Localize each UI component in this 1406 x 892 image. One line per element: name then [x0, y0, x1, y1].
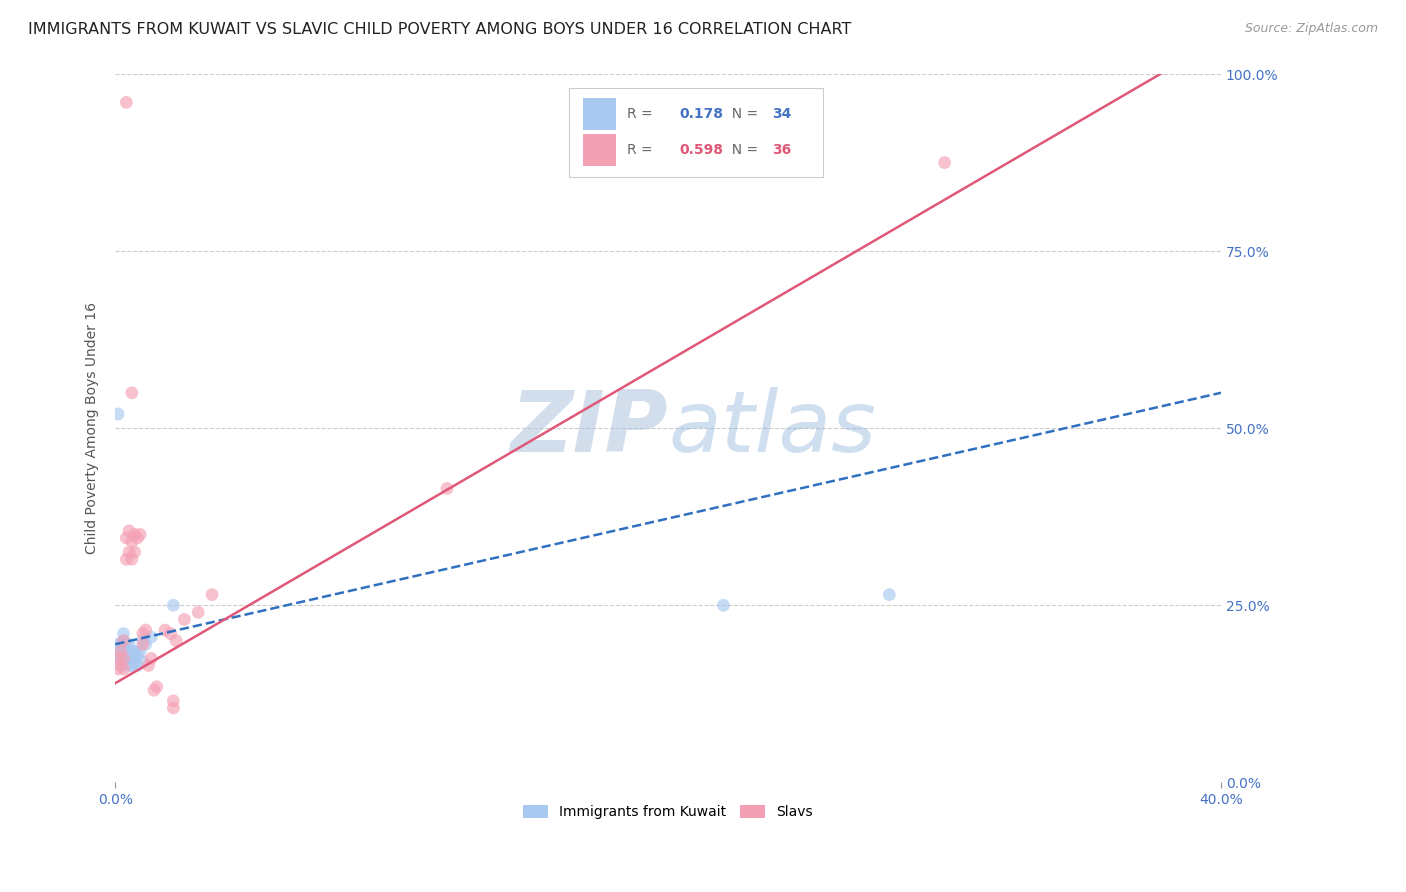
Point	[121, 534, 143, 549]
Point	[112, 648, 135, 662]
Point	[124, 655, 146, 669]
Legend: Immigrants from Kuwait, Slavs: Immigrants from Kuwait, Slavs	[517, 800, 818, 825]
Point	[124, 644, 146, 658]
Point	[115, 637, 138, 651]
Point	[110, 637, 132, 651]
Point	[110, 651, 132, 665]
Point	[115, 531, 138, 545]
FancyBboxPatch shape	[568, 88, 823, 177]
Bar	[583, 98, 616, 130]
Point	[934, 155, 956, 169]
Point	[110, 644, 132, 658]
Point	[132, 633, 155, 648]
Text: atlas: atlas	[668, 387, 876, 470]
Point	[162, 701, 184, 715]
Point	[121, 651, 143, 665]
Point	[141, 630, 163, 644]
Text: IMMIGRANTS FROM KUWAIT VS SLAVIC CHILD POVERTY AMONG BOYS UNDER 16 CORRELATION C: IMMIGRANTS FROM KUWAIT VS SLAVIC CHILD P…	[28, 22, 852, 37]
Point	[135, 637, 157, 651]
Point	[115, 644, 138, 658]
Point	[112, 633, 135, 648]
Point	[121, 658, 143, 673]
Text: 34: 34	[772, 107, 792, 121]
Text: 36: 36	[772, 143, 792, 157]
Point	[713, 599, 735, 613]
Point	[159, 626, 181, 640]
Point	[107, 644, 129, 658]
Point	[110, 658, 132, 673]
Point	[118, 524, 141, 538]
Point	[141, 651, 163, 665]
Point	[162, 599, 184, 613]
Point	[115, 95, 138, 110]
Point	[173, 612, 195, 626]
Point	[132, 637, 155, 651]
Point	[127, 531, 149, 545]
Point	[132, 655, 155, 669]
Point	[115, 552, 138, 566]
Point	[121, 385, 143, 400]
Point	[153, 623, 176, 637]
Point	[112, 626, 135, 640]
Point	[118, 637, 141, 651]
Point	[107, 651, 129, 665]
Point	[118, 658, 141, 673]
Point	[201, 588, 224, 602]
Point	[135, 623, 157, 637]
Text: R =: R =	[627, 143, 657, 157]
Text: R =: R =	[627, 107, 657, 121]
Text: 0.598: 0.598	[679, 143, 723, 157]
Point	[115, 651, 138, 665]
Point	[129, 644, 152, 658]
Point	[110, 658, 132, 673]
Point	[121, 644, 143, 658]
Point	[112, 655, 135, 669]
Point	[187, 605, 209, 619]
Text: 0.178: 0.178	[679, 107, 723, 121]
Point	[138, 658, 160, 673]
Text: Source: ZipAtlas.com: Source: ZipAtlas.com	[1244, 22, 1378, 36]
Point	[129, 527, 152, 541]
Text: N =: N =	[724, 143, 763, 157]
Point	[132, 626, 155, 640]
Text: ZIP: ZIP	[510, 387, 668, 470]
Point	[112, 662, 135, 676]
Point	[110, 644, 132, 658]
Point	[145, 680, 167, 694]
Point	[112, 633, 135, 648]
Y-axis label: Child Poverty Among Boys Under 16: Child Poverty Among Boys Under 16	[86, 302, 100, 554]
Point	[124, 545, 146, 559]
Point	[107, 651, 129, 665]
Text: N =: N =	[724, 107, 763, 121]
Point	[107, 662, 129, 676]
Point	[436, 482, 458, 496]
Point	[118, 545, 141, 559]
Point	[121, 552, 143, 566]
Point	[124, 527, 146, 541]
Point	[127, 658, 149, 673]
Point	[165, 633, 187, 648]
Point	[112, 651, 135, 665]
Point	[112, 640, 135, 655]
Point	[127, 648, 149, 662]
Point	[162, 694, 184, 708]
Bar	[583, 134, 616, 166]
Point	[879, 588, 901, 602]
Point	[107, 637, 129, 651]
Point	[143, 683, 166, 698]
Point	[118, 651, 141, 665]
Point	[107, 407, 129, 421]
